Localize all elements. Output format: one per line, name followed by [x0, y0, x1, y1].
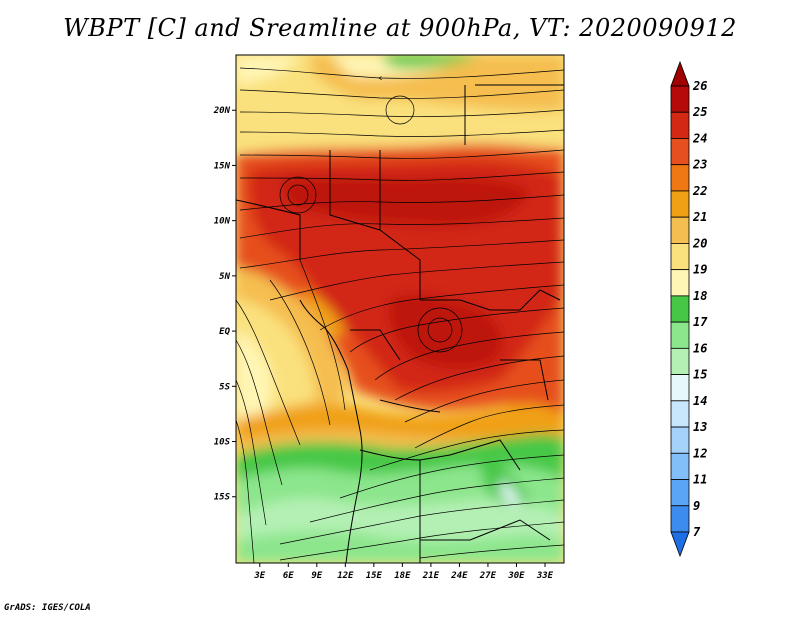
colorbar-label: 21 — [692, 210, 707, 224]
colorbar-label: 22 — [692, 184, 707, 198]
colorbar-label: 12 — [693, 446, 707, 460]
latitude-axis: 20N 15N 10N 5N EQ 5S 10S 15S — [213, 106, 236, 503]
colorbar-label: 25 — [692, 105, 707, 119]
lat-tick-label: 5S — [219, 382, 230, 392]
colorbar-label: 19 — [693, 263, 707, 277]
longitude-axis: 3E 6E 9E 12E 15E 18E 21E 24E 27E 30E 33E — [253, 563, 554, 581]
colorbar-label: 14 — [693, 394, 707, 408]
lat-tick-label: 15S — [214, 493, 231, 503]
lat-tick-label: 5N — [219, 272, 230, 282]
country-boundaries — [236, 84, 564, 563]
lon-tick-label: 12E — [337, 571, 354, 581]
grads-credit: GrADS: IGES/COLA — [4, 603, 91, 613]
colorbar-segment — [670, 347, 690, 375]
lon-tick-label: 9E — [311, 571, 322, 581]
lon-tick-label: 30E — [507, 571, 525, 581]
colorbar-segment — [670, 111, 690, 139]
colorbar-segment — [670, 321, 690, 349]
colorbar-segment — [670, 505, 690, 533]
colorbar: 7 9 11 12 13 14 15 16 17 18 19 20 21 22 23 24 25 26 — [670, 60, 708, 558]
colorbar-segment — [670, 216, 690, 244]
colorbar-bottom-arrow — [670, 531, 690, 558]
lon-tick-label: 6E — [283, 571, 294, 581]
colorbar-label: 7 — [693, 525, 701, 539]
map-title: WBPT [C] and Sreamline at 900hPa, VT: 20… — [63, 14, 737, 42]
colorbar-segment — [670, 374, 690, 402]
wbpt-field — [236, 55, 564, 563]
lon-tick-label: 24E — [450, 571, 468, 581]
lat-tick-label: 10N — [214, 217, 231, 227]
colorbar-segment — [670, 400, 690, 428]
colorbar-segment — [670, 164, 690, 192]
colorbar-segment — [670, 479, 690, 507]
lon-tick-label: 15E — [366, 571, 383, 581]
lon-tick-label: 27E — [479, 571, 497, 581]
lat-tick-label: 10S — [214, 438, 231, 448]
colorbar-segment — [670, 138, 690, 166]
lon-tick-label: 18E — [394, 571, 411, 581]
colorbar-label: 17 — [693, 315, 708, 329]
colorbar-label: 9 — [693, 499, 700, 513]
colorbar-label: 20 — [692, 236, 707, 250]
colorbar-segment — [670, 269, 690, 297]
lat-tick-label: 15N — [214, 161, 231, 171]
colorbar-segment — [670, 190, 690, 218]
colorbar-segment — [670, 243, 690, 271]
colorbar-segment — [670, 426, 690, 454]
colorbar-top-arrow — [670, 60, 690, 87]
colorbar-label: 26 — [692, 79, 707, 93]
lon-tick-label: 33E — [536, 571, 554, 581]
colorbar-label: 13 — [693, 420, 707, 434]
colorbar-segment — [670, 85, 690, 113]
lat-tick-label: EQ — [219, 327, 230, 337]
colorbar-label: 11 — [693, 473, 707, 487]
map-frame — [235, 54, 565, 564]
colorbar-label: 15 — [693, 368, 707, 382]
colorbar-segment — [670, 452, 690, 480]
lon-tick-label: 21E — [422, 571, 440, 581]
colorbar-label: 16 — [693, 341, 707, 355]
colorbar-label: 23 — [692, 158, 707, 172]
colorbar-label: 24 — [692, 131, 707, 145]
lat-tick-label: 20N — [213, 106, 231, 116]
colorbar-segment — [670, 295, 690, 323]
lon-tick-label: 3E — [253, 571, 265, 581]
colorbar-label: 18 — [693, 289, 707, 303]
